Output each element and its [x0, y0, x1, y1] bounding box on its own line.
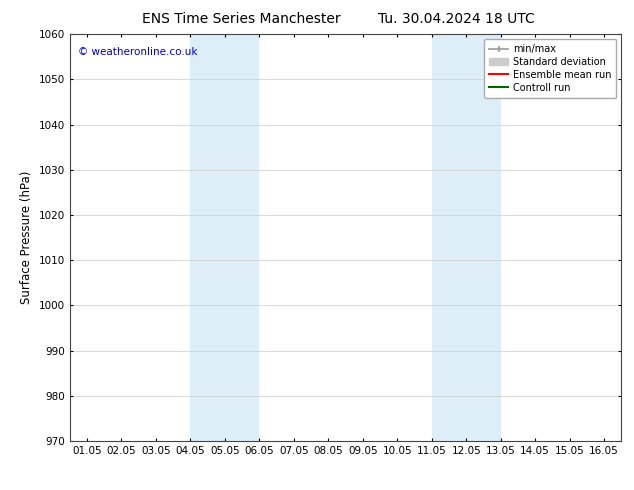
Text: Tu. 30.04.2024 18 UTC: Tu. 30.04.2024 18 UTC — [378, 12, 535, 26]
Bar — [432, 34, 501, 441]
Text: © weatheronline.co.uk: © weatheronline.co.uk — [78, 47, 198, 56]
Bar — [190, 34, 259, 441]
Text: ENS Time Series Manchester: ENS Time Series Manchester — [141, 12, 340, 26]
Y-axis label: Surface Pressure (hPa): Surface Pressure (hPa) — [20, 171, 33, 304]
Legend: min/max, Standard deviation, Ensemble mean run, Controll run: min/max, Standard deviation, Ensemble me… — [484, 39, 616, 98]
